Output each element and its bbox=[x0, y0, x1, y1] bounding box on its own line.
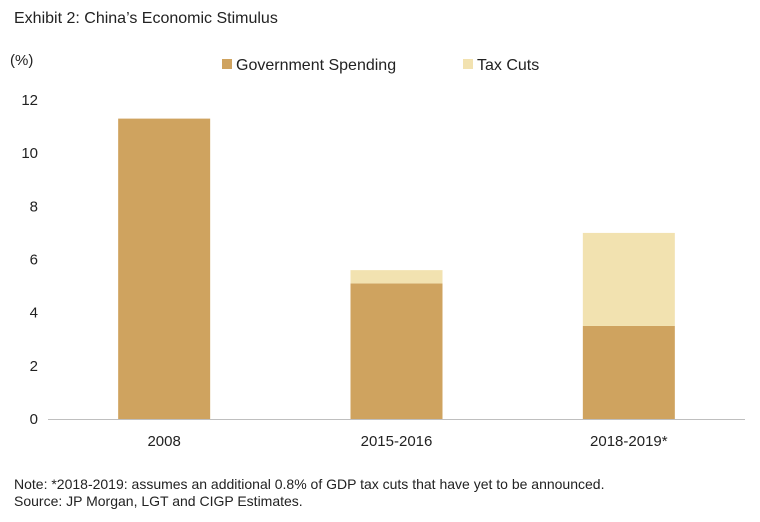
bars bbox=[118, 118, 675, 419]
x-axis: 2008 2015-2016 2018-2019* bbox=[147, 433, 667, 450]
y-tick-label: 0 bbox=[30, 411, 38, 428]
stacked-bar-chart: (%) Government Spending Tax Cuts 0 2 4 6 8 10 1… bbox=[10, 52, 745, 450]
chart-title: Exhibit 2: China’s Economic Stimulus bbox=[14, 10, 278, 27]
legend-swatch-tax-cuts bbox=[463, 59, 473, 69]
y-axis-label: (%) bbox=[10, 52, 33, 69]
source-line: Source: JP Morgan, LGT and CIGP Estimate… bbox=[14, 493, 303, 509]
legend-label: Government Spending bbox=[236, 57, 396, 74]
y-tick-label: 8 bbox=[30, 198, 38, 215]
legend: Government Spending Tax Cuts bbox=[222, 57, 539, 74]
chart-note: Note: *2018-2019: assumes an additional … bbox=[14, 476, 604, 510]
y-tick-label: 4 bbox=[30, 305, 38, 322]
y-tick-label: 6 bbox=[30, 252, 38, 269]
note-line: Note: *2018-2019: assumes an additional … bbox=[14, 476, 605, 492]
bar-government-spending bbox=[350, 283, 443, 419]
x-tick-label: 2008 bbox=[147, 433, 180, 450]
bar-government-spending bbox=[118, 118, 211, 419]
legend-label: Tax Cuts bbox=[477, 57, 539, 74]
y-tick-label: 2 bbox=[30, 358, 38, 375]
y-tick-label: 10 bbox=[21, 145, 38, 162]
x-tick-label: 2015-2016 bbox=[361, 433, 433, 450]
bar-government-spending bbox=[582, 325, 675, 419]
y-tick-label: 12 bbox=[21, 92, 38, 109]
x-tick-label: 2018-2019* bbox=[590, 433, 668, 450]
y-axis: 0 2 4 6 8 10 12 bbox=[21, 92, 38, 428]
bar-tax-cuts bbox=[582, 232, 675, 326]
legend-swatch-government-spending bbox=[222, 59, 232, 69]
bar-tax-cuts bbox=[350, 270, 443, 284]
